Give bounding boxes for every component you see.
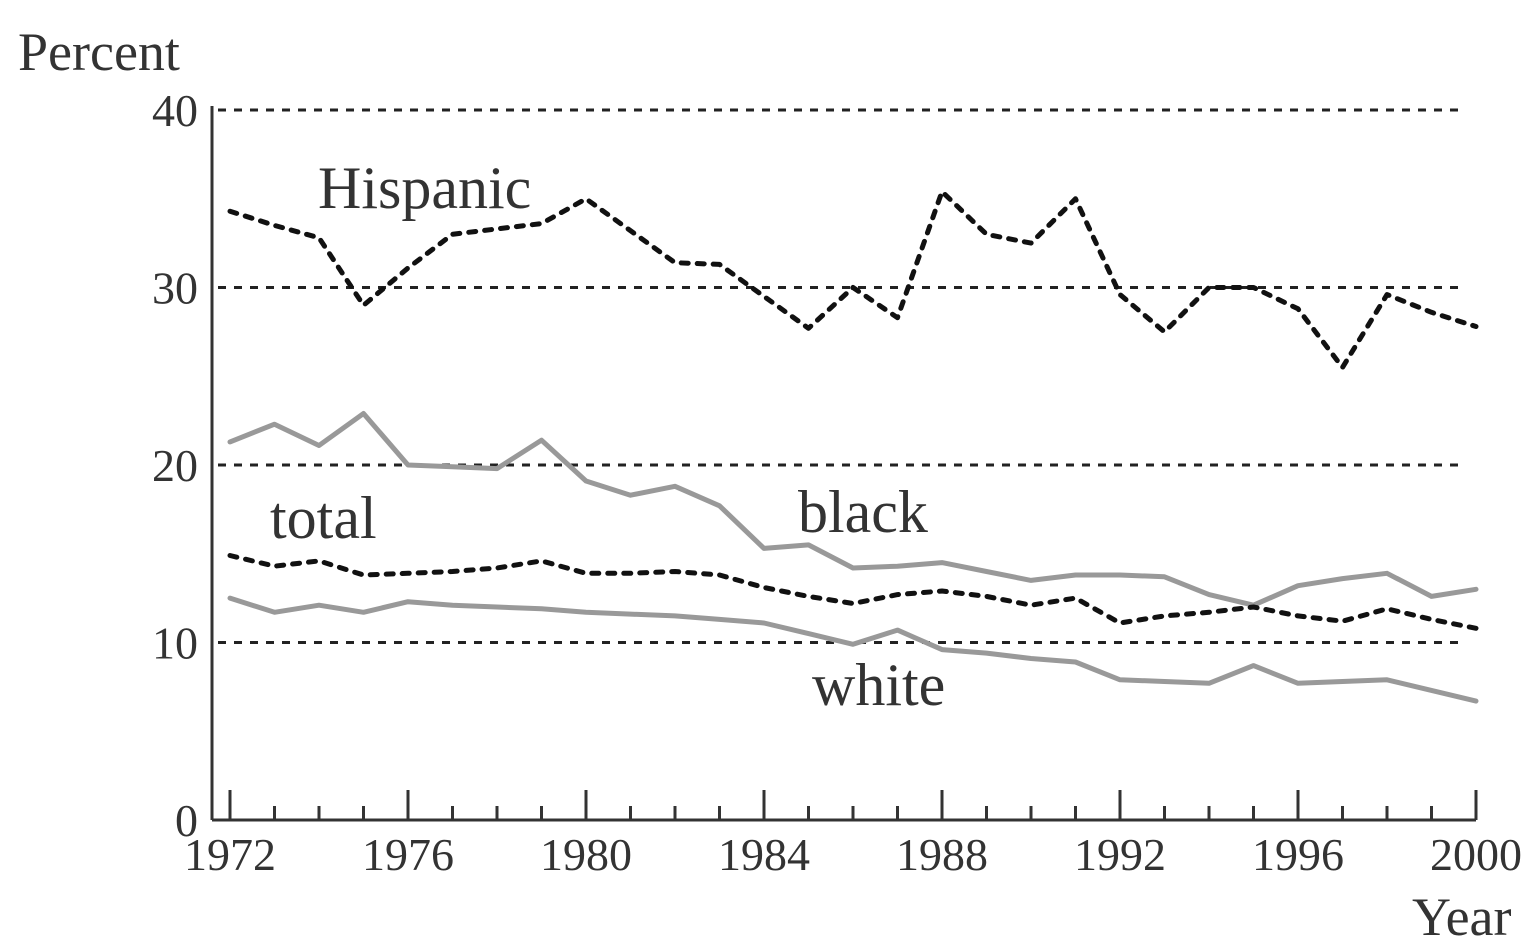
x-tick-label: 1992 — [1074, 829, 1166, 880]
x-tick-label: 1972 — [184, 829, 276, 880]
x-tick-label: 2000 — [1430, 829, 1522, 880]
y-tick-label: 30 — [152, 263, 198, 314]
series-label-white: white — [812, 652, 945, 718]
series-lines — [227, 189, 1479, 704]
y-tick-label: 0 — [175, 795, 198, 846]
series-line-total — [227, 553, 1479, 631]
x-tick-label: 1996 — [1252, 829, 1344, 880]
y-axis-label: Percent — [18, 22, 180, 82]
y-tick-label: 20 — [152, 440, 198, 491]
series-label-total: total — [270, 485, 377, 551]
x-tick-label: 1984 — [718, 829, 810, 880]
series-line-hispanic — [227, 189, 1479, 370]
axes — [210, 106, 1476, 822]
series-line-white — [227, 595, 1479, 704]
series-line-black — [227, 411, 1479, 608]
x-tick-label: 1988 — [896, 829, 988, 880]
series-label-black: black — [798, 479, 928, 545]
y-tick-label: 10 — [152, 618, 198, 669]
x-tick-label: 1976 — [362, 829, 454, 880]
tick-marks — [228, 790, 1478, 820]
x-tick-label: 1980 — [540, 829, 632, 880]
y-tick-label: 40 — [152, 85, 198, 136]
series-labels: Hispanic black total white — [270, 155, 945, 718]
series-label-hispanic: Hispanic — [318, 155, 531, 221]
tick-labels: 0 10 20 30 40 1972 1976 1980 1984 1988 1992 1996 200… — [152, 85, 1522, 880]
x-axis-label: Year — [1412, 887, 1512, 947]
